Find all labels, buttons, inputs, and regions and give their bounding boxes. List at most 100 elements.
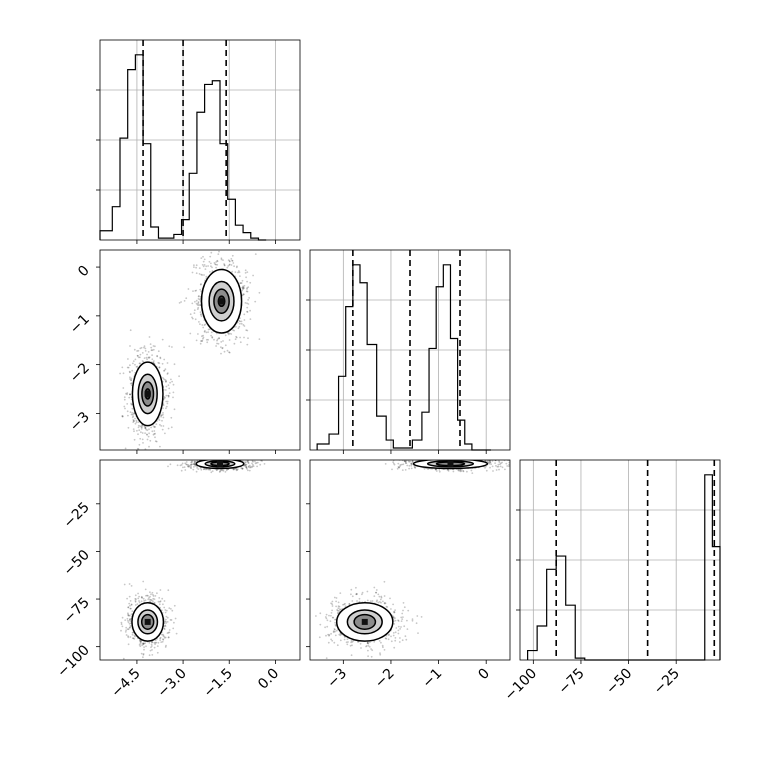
scatter-point [237, 327, 240, 330]
scatter-point [224, 456, 226, 458]
scatter-point [367, 655, 369, 658]
scatter-point [437, 454, 439, 456]
scatter-point [209, 271, 211, 273]
scatter-point [127, 619, 129, 622]
scatter-point [128, 602, 131, 605]
scatter-point [389, 597, 391, 600]
scatter-point [495, 464, 497, 467]
scatter-point [171, 380, 174, 383]
scatter-point [162, 407, 164, 410]
scatter-point [153, 360, 155, 362]
scatter-point [401, 618, 404, 620]
scatter-point [230, 258, 233, 260]
scatter-point [254, 253, 257, 256]
scatter-point [247, 469, 249, 472]
scatter-point [126, 403, 129, 405]
scatter-point [130, 379, 133, 381]
scatter-point [370, 648, 372, 650]
scatter-point [210, 251, 213, 254]
scatter-point [219, 469, 222, 472]
scatter-point [122, 387, 125, 389]
scatter-point [152, 361, 155, 364]
scatter-point [222, 259, 224, 261]
scatter-point [252, 465, 255, 468]
scatter-point [129, 600, 132, 602]
scatter-point [149, 595, 151, 598]
scatter-point [129, 618, 132, 621]
scatter-point [485, 465, 487, 468]
scatter-point [246, 311, 249, 313]
scatter-point [158, 597, 161, 599]
scatter-point [170, 378, 172, 381]
scatter-point [392, 616, 395, 619]
scatter-point [242, 288, 245, 290]
scatter-point [173, 604, 176, 607]
scatter-point [131, 631, 134, 634]
scatter-point [452, 470, 455, 473]
scatter-point [197, 298, 200, 300]
scatter-point [385, 637, 388, 640]
scatter-point [133, 637, 136, 640]
scatter-point [134, 600, 137, 603]
scatter-point [137, 433, 139, 436]
scatter-point [216, 457, 218, 459]
scatter-point [147, 351, 150, 353]
scatter-point [134, 422, 137, 425]
scatter-point [211, 336, 214, 338]
scatter-point [203, 258, 206, 261]
scatter-point [159, 639, 162, 641]
scatter-point [156, 355, 159, 357]
scatter-point [185, 461, 188, 463]
scatter-point [122, 657, 125, 660]
scatter-point [477, 457, 479, 459]
scatter-point [488, 460, 491, 462]
scatter-point [137, 424, 140, 427]
scatter-point [133, 348, 136, 351]
scatter-point [438, 470, 441, 473]
scatter-point [240, 322, 243, 325]
scatter-point [226, 266, 229, 269]
scatter-point [246, 306, 249, 309]
scatter-point [383, 595, 386, 597]
hist-grid-1 [310, 250, 510, 450]
scatter-point [165, 385, 168, 388]
scatter-point [331, 600, 334, 603]
scatter-point [165, 380, 167, 383]
scatter-point [190, 463, 193, 466]
scatter-point [392, 632, 395, 634]
scatter-point [228, 332, 231, 335]
scatter-point [243, 325, 246, 327]
scatter-point [400, 620, 403, 622]
scatter-point [149, 598, 151, 601]
scatter-point [178, 375, 181, 378]
scatter-point [223, 263, 226, 265]
scatter-point [381, 644, 384, 647]
scatter-point [130, 402, 133, 405]
scatter-point [207, 456, 209, 458]
pair-frame-2-0 [99, 459, 301, 661]
scatter-point [335, 597, 338, 599]
scatter-point [246, 287, 249, 289]
scatter-point [331, 603, 334, 606]
scatter-point [151, 349, 154, 352]
scatter-point [150, 349, 153, 352]
scatter-point [200, 273, 203, 276]
scatter-point [258, 291, 261, 294]
scatter-point [152, 597, 155, 600]
scatter-point [162, 425, 165, 427]
scatter-point [155, 641, 158, 644]
scatter-point [153, 430, 156, 432]
scatter-point [120, 621, 123, 624]
scatter-point [188, 464, 191, 467]
scatter-point [235, 325, 237, 328]
scatter-point [159, 445, 161, 448]
scatter-point [198, 273, 201, 275]
scatter-point [231, 254, 234, 257]
scatter-point [233, 457, 235, 459]
scatter-point [162, 603, 164, 606]
scatter-point [192, 468, 195, 471]
scatter-point [151, 354, 154, 356]
scatter-point [145, 594, 147, 597]
scatter-point [126, 617, 129, 620]
scatter-point [193, 264, 195, 267]
